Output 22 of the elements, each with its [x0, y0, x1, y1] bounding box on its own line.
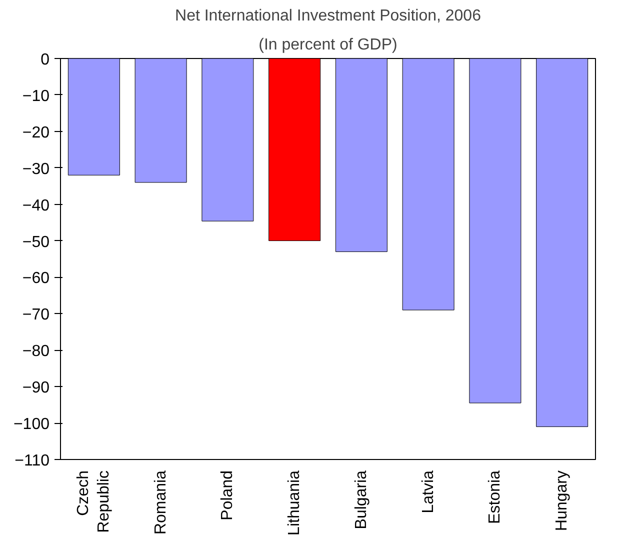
- y-tick-label: −10: [22, 88, 50, 105]
- y-tick-label: 0: [40, 52, 50, 68]
- y-tick-label: −90: [22, 380, 50, 397]
- y-tick-label: −80: [22, 343, 50, 360]
- x-tick-label: Czech Republic: [75, 470, 113, 533]
- y-tick-label: −60: [22, 270, 50, 288]
- y-tick-label: −20: [22, 124, 50, 142]
- x-tick-label: Latvia: [420, 470, 437, 514]
- chart-title: Net International Investment Position, 2006: [175, 8, 482, 24]
- x-tick-label: Romania: [152, 470, 170, 535]
- x-tick-label: Estonia: [486, 470, 504, 524]
- x-tick-label: Bulgaria: [352, 470, 370, 530]
- x-tick-label: Poland: [219, 470, 236, 520]
- x-tick-label: Hungary: [554, 470, 571, 531]
- y-tick-label: −30: [22, 160, 50, 178]
- chart-subtitle: (In percent of GDP): [258, 36, 398, 54]
- y-tick-label: −110: [14, 452, 50, 470]
- x-tick-label: Lithuania: [286, 470, 304, 536]
- y-tick-label: −50: [22, 234, 50, 251]
- y-tick-label: −70: [22, 306, 50, 324]
- y-tick-label: −40: [22, 197, 50, 214]
- y-tick-label: −100: [13, 416, 50, 434]
